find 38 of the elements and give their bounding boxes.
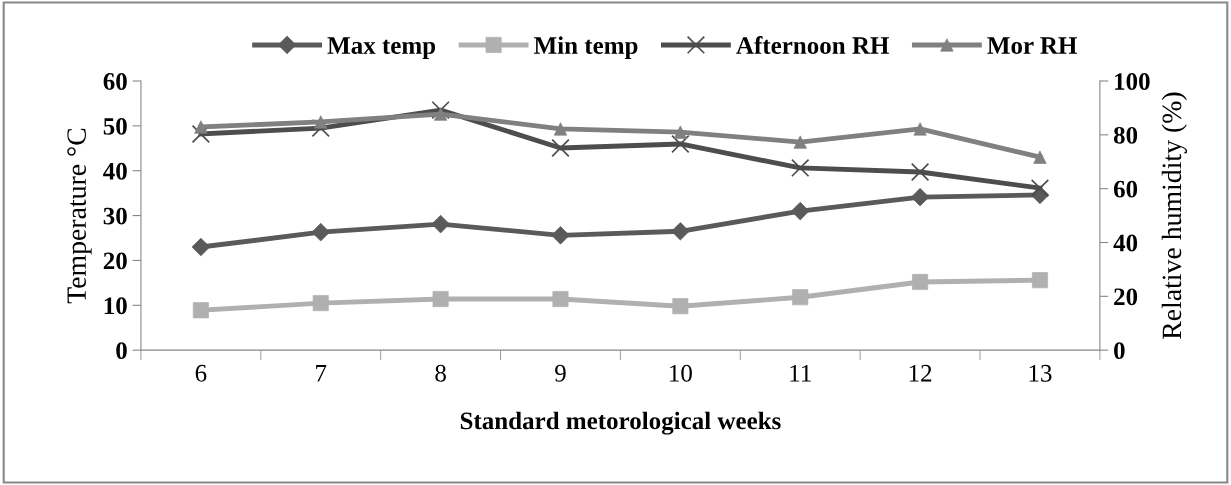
y-tick-label: 60 — [103, 73, 127, 90]
y-tick-label: 0 — [116, 342, 127, 360]
y2-axis-title: Relative humidity (%) — [1161, 92, 1187, 339]
point — [910, 162, 930, 182]
y2-tick-label: 0 — [1114, 342, 1125, 360]
y2-tick-label: 40 — [1113, 234, 1138, 252]
y2-tick-label: 20 — [1114, 288, 1138, 306]
y-tick-label: 40 — [103, 162, 127, 180]
y2-tick-label: 60 — [1113, 180, 1138, 198]
point — [671, 134, 690, 154]
y2-tick-label: 80 — [1113, 126, 1138, 144]
x-tick-label: 10 — [670, 364, 692, 382]
x-tick-label: 8 — [435, 364, 446, 382]
x-tick-label: 13 — [1029, 364, 1052, 382]
point — [1031, 272, 1048, 289]
y2-tick-label: 100 — [1115, 73, 1150, 90]
x-tick-label: 11 — [790, 364, 811, 382]
x-axis-title: Standard metorological weeks — [460, 411, 781, 435]
legend-label: Max temp — [327, 37, 436, 60]
y-tick-label: 20 — [103, 252, 127, 270]
point — [551, 138, 570, 158]
point — [791, 158, 810, 178]
y-tick-label: 10 — [104, 297, 127, 315]
y-tick-label: 50 — [103, 117, 127, 135]
x-tick-label: 6 — [195, 364, 207, 382]
legend-label: Mor RH — [987, 37, 1077, 54]
x-tick-label: 7 — [316, 365, 327, 382]
point — [312, 295, 329, 312]
x-tick-label: 12 — [909, 364, 932, 382]
y-axis-title: Temperature °C — [67, 128, 92, 304]
x-tick-label: 9 — [555, 364, 566, 382]
point — [192, 302, 209, 319]
legend-label: Min temp — [534, 36, 638, 60]
y-tick-label: 30 — [103, 207, 127, 225]
legend-label: Afternoon RH — [736, 36, 889, 54]
point — [1030, 178, 1050, 198]
point — [432, 291, 449, 308]
point — [431, 214, 450, 234]
